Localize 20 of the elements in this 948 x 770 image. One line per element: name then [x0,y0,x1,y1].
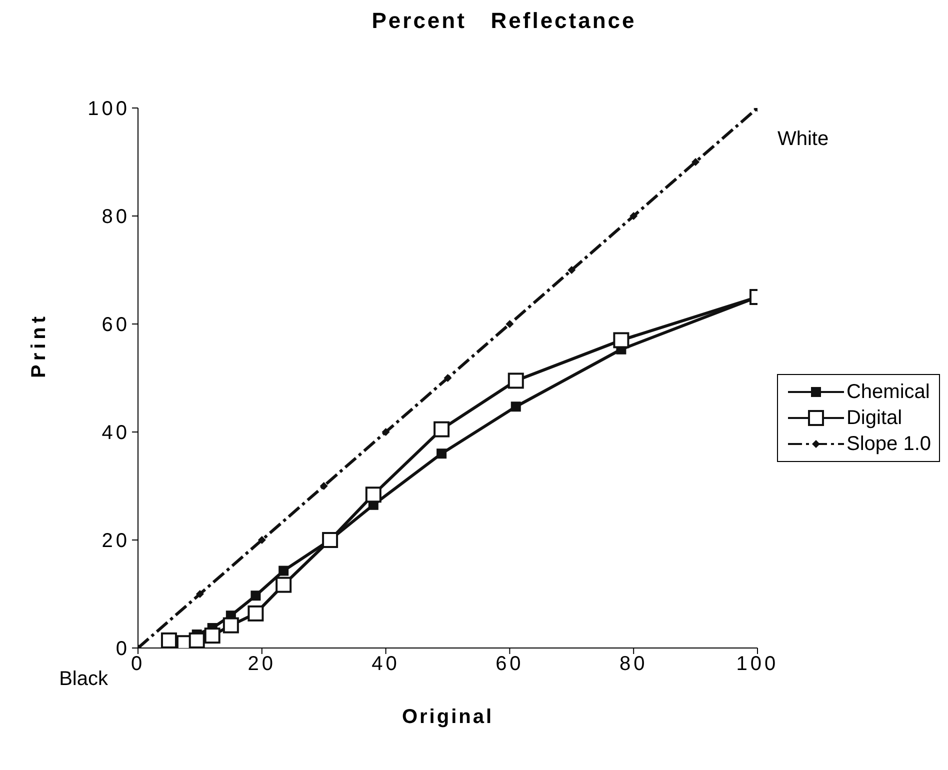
x-tick-label: 100 [736,653,779,676]
y-tick-label: 60 [102,314,130,336]
annotation: White [777,128,829,150]
legend-label: Digital [846,406,902,430]
x-tick-label: 40 [372,653,400,676]
legend-label: Slope 1.0 [846,432,931,456]
x-axis-title: Original [402,706,494,728]
annotation: Black [59,668,109,690]
x-tick-label: 60 [496,653,524,676]
x-tick-label: 0 [130,653,146,676]
y-tick-label: 20 [102,530,130,552]
y-tick-label: 80 [102,206,130,228]
y-tick-label: 40 [102,422,130,444]
y-tick-label: 100 [88,98,130,120]
x-tick-label: 80 [619,653,648,676]
y-tick-label: 0 [116,638,130,660]
x-tick-label: 20 [248,653,276,676]
chart-title: Percent Reflectance [370,8,638,35]
legend-label: Chemical [846,380,930,404]
y-axis-title: Print [28,312,50,378]
